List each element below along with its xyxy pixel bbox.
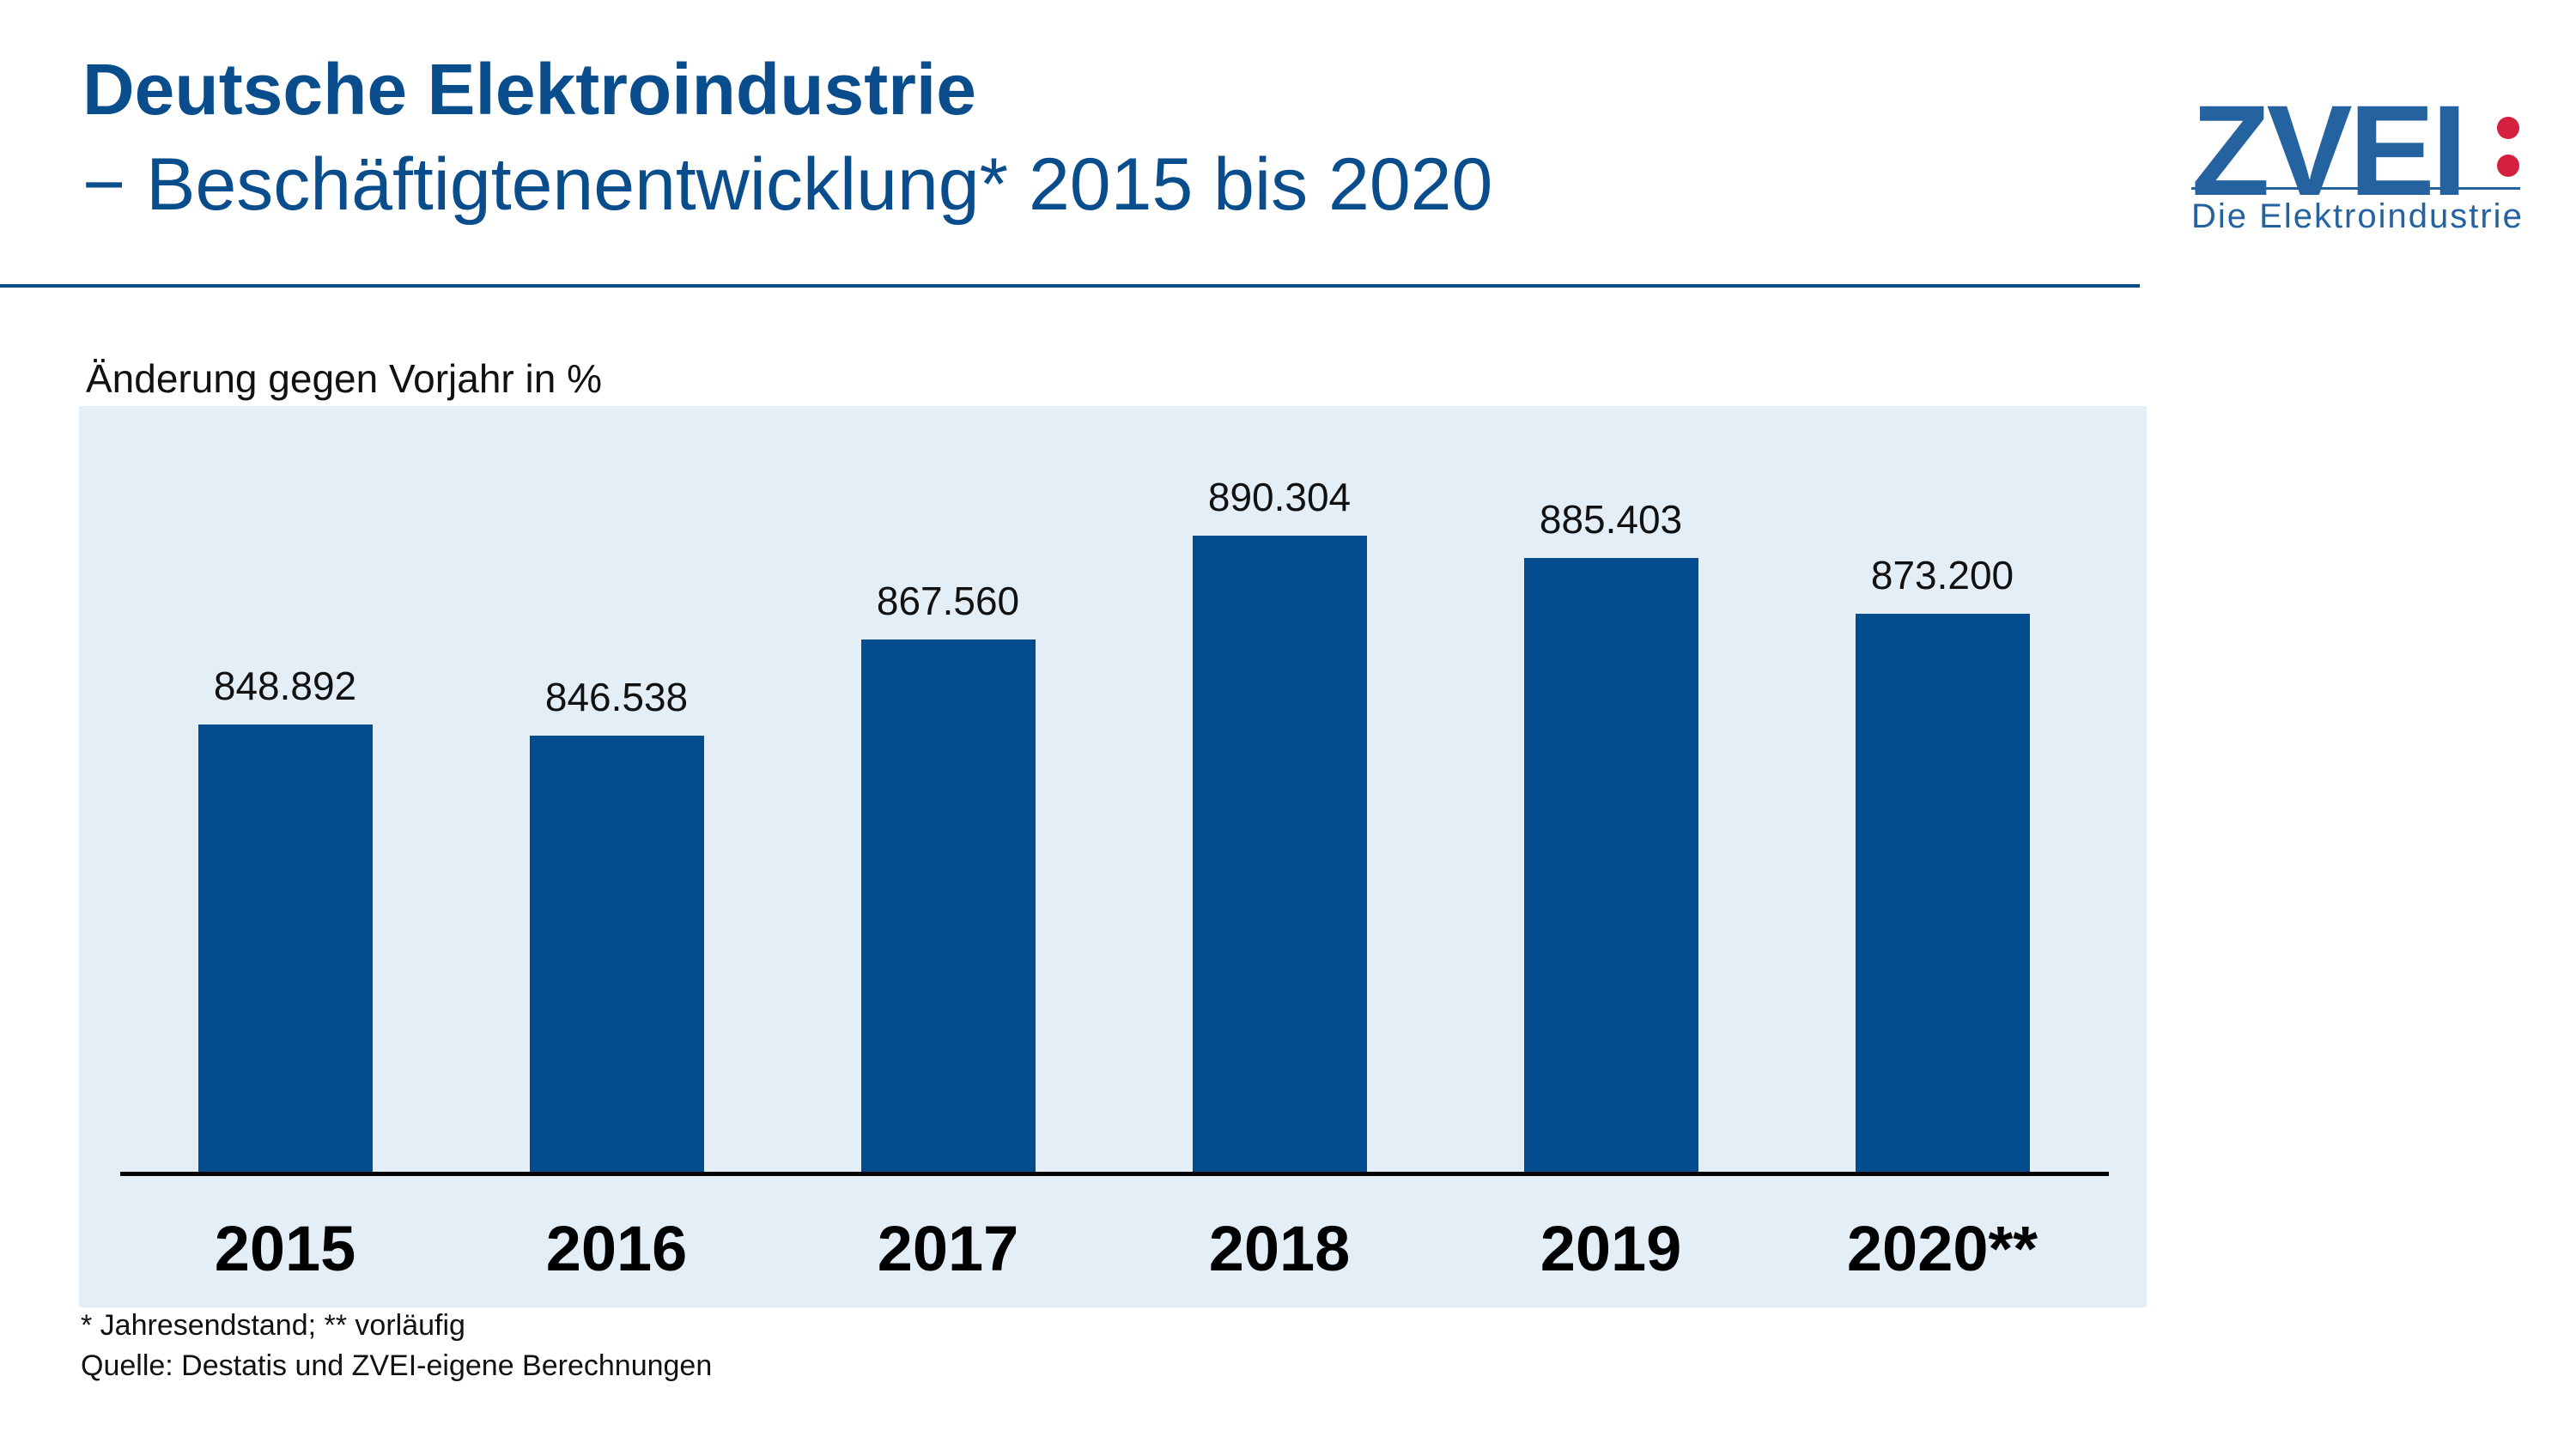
logo-dot-bottom-icon [2497, 155, 2519, 177]
page-subtitle: − Beschäftigtenentwicklung* 2015 bis 202… [82, 143, 1493, 226]
bar-value-label: 848.892 [213, 664, 357, 708]
bar-value-label: 873.200 [1870, 553, 2014, 597]
source-note: Quelle: Destatis und ZVEI-eigene Berechn… [81, 1349, 713, 1382]
bar-value-label: 867.560 [876, 579, 1020, 623]
bar-value-label: 885.403 [1539, 497, 1683, 542]
logo-wordmark: ZVEI [2191, 78, 2467, 222]
bar-2019 [1524, 558, 1698, 1173]
bar-2015 [198, 724, 373, 1173]
x-axis-tick-label: 2015 [214, 1213, 356, 1284]
page-title: Deutsche Elektroindustrie [82, 49, 976, 130]
footnote: * Jahresendstand; ** vorläufig [81, 1309, 465, 1342]
bar-2017 [861, 640, 1036, 1173]
x-axis-tick-label: 2020** [1846, 1213, 2038, 1284]
header-divider [0, 284, 2140, 288]
chart-subtitle: Änderung gegen Vorjahr in % [86, 356, 602, 401]
x-axis-tick-label: 2018 [1208, 1213, 1351, 1284]
logo-dot-top-icon [2497, 117, 2519, 139]
x-axis-tick-label: 2017 [877, 1213, 1019, 1284]
logo-tagline: Die Elektroindustrie [2191, 197, 2524, 235]
bar-value-label: 890.304 [1207, 475, 1352, 519]
bar-value-label: 846.538 [544, 675, 689, 719]
zvei-logo: ZVEI Die Elektroindustrie [2191, 86, 2526, 253]
bar-2018 [1193, 536, 1367, 1173]
bar-2016 [530, 736, 704, 1173]
bar-2020 [1856, 614, 2030, 1173]
x-axis-tick-label: 2016 [545, 1213, 688, 1284]
logo-divider [2191, 187, 2520, 190]
x-axis-tick-label: 2019 [1540, 1213, 1682, 1284]
x-axis-line [120, 1172, 2109, 1176]
chart-plot-area [79, 406, 2147, 1307]
